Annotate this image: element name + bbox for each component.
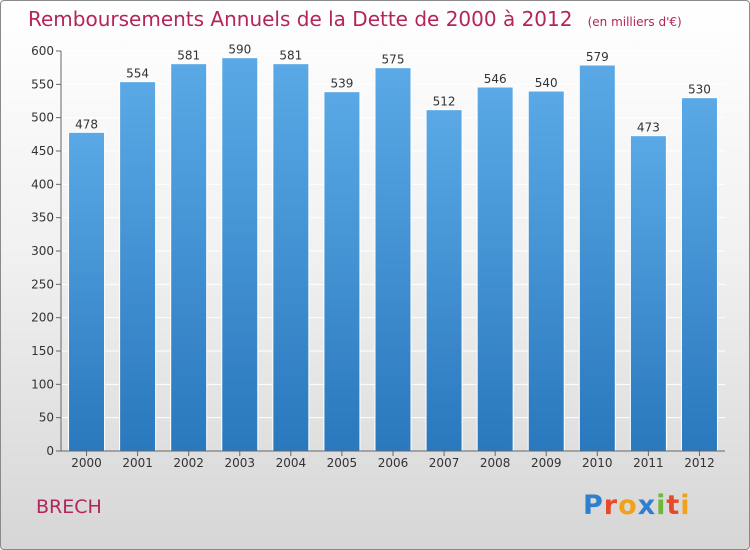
logo-letter: i — [656, 490, 667, 521]
y-tick-label: 300 — [31, 244, 54, 258]
logo-letter: o — [618, 490, 638, 521]
bar-2008 — [476, 86, 514, 452]
x-tick-label-2006: 2006 — [378, 456, 409, 470]
x-tick-label-2007: 2007 — [429, 456, 460, 470]
x-tick-label-2010: 2010 — [582, 456, 613, 470]
y-tick-label: 400 — [31, 177, 54, 191]
x-tick-label-2003: 2003 — [224, 456, 255, 470]
y-tick-label: 500 — [31, 111, 54, 125]
bar-2006 — [374, 67, 412, 452]
y-tick-label: 550 — [31, 77, 54, 91]
logo-letter: r — [603, 490, 619, 521]
x-tick-label-2012: 2012 — [684, 456, 715, 470]
bars: 478 554 581 590 581 539 575 512 546 540 579 473 530 — [68, 43, 718, 452]
value-label-2010: 579 — [586, 50, 609, 64]
y-tick-label: 50 — [39, 411, 54, 425]
bar-2002 — [170, 63, 208, 452]
proxiti-logo[interactable]: Proxiti — [583, 490, 691, 521]
value-label-2009: 540 — [535, 76, 558, 90]
y-tick-label: 0 — [46, 444, 54, 458]
value-label-2008: 546 — [484, 72, 507, 86]
x-tick-label-2000: 2000 — [71, 456, 102, 470]
y-tick-label: 200 — [31, 311, 54, 325]
x-tick-label-2005: 2005 — [327, 456, 358, 470]
x-tick-label-2011: 2011 — [633, 456, 664, 470]
bar-2001 — [119, 81, 157, 452]
x-tick-label-2002: 2002 — [173, 456, 204, 470]
value-label-2002: 581 — [177, 49, 200, 63]
bar-2007 — [425, 109, 463, 452]
bar-2000 — [68, 131, 106, 452]
y-tick-label: 150 — [31, 344, 54, 358]
value-label-2001: 554 — [126, 67, 149, 81]
bar-2003 — [221, 57, 259, 452]
value-label-2003: 590 — [228, 43, 251, 57]
y-tick-label: 100 — [31, 377, 54, 391]
bar-2004 — [272, 63, 310, 452]
bar-2005 — [323, 91, 361, 452]
bar-2009 — [527, 90, 565, 452]
axes: 0 50 100 150 200 250 300 350 400 450 500 550 600 2000… — [31, 44, 725, 470]
x-tick-label-2001: 2001 — [122, 456, 153, 470]
value-label-2004: 581 — [279, 49, 302, 63]
value-label-2012: 530 — [688, 83, 711, 97]
logo-letter: i — [680, 490, 691, 521]
chart-unit: (en milliers d'€) — [587, 15, 682, 29]
x-tick-label-2004: 2004 — [276, 456, 307, 470]
x-tick-label-2009: 2009 — [531, 456, 562, 470]
value-label-2006: 575 — [382, 53, 405, 67]
logo-letter: t — [666, 490, 681, 521]
y-tick-label: 600 — [31, 44, 54, 58]
y-tick-label: 350 — [31, 211, 54, 225]
chart-title: Remboursements Annuels de la Dette de 20… — [28, 7, 573, 31]
logo-letter: P — [583, 490, 604, 521]
bar-2010 — [578, 64, 616, 452]
y-tick-label: 450 — [31, 144, 54, 158]
value-label-2011: 473 — [637, 121, 660, 135]
bar-2011 — [629, 135, 667, 452]
x-tick-label-2008: 2008 — [480, 456, 511, 470]
y-tick-label: 250 — [31, 277, 54, 291]
value-label-2007: 512 — [433, 95, 456, 109]
chart-header: Remboursements Annuels de la Dette de 20… — [28, 7, 682, 31]
value-label-2005: 539 — [330, 77, 353, 91]
commune-name: BRECH — [36, 496, 102, 518]
value-label-2000: 478 — [75, 117, 98, 131]
bar-2012 — [680, 97, 718, 452]
logo-letter: x — [637, 490, 657, 521]
